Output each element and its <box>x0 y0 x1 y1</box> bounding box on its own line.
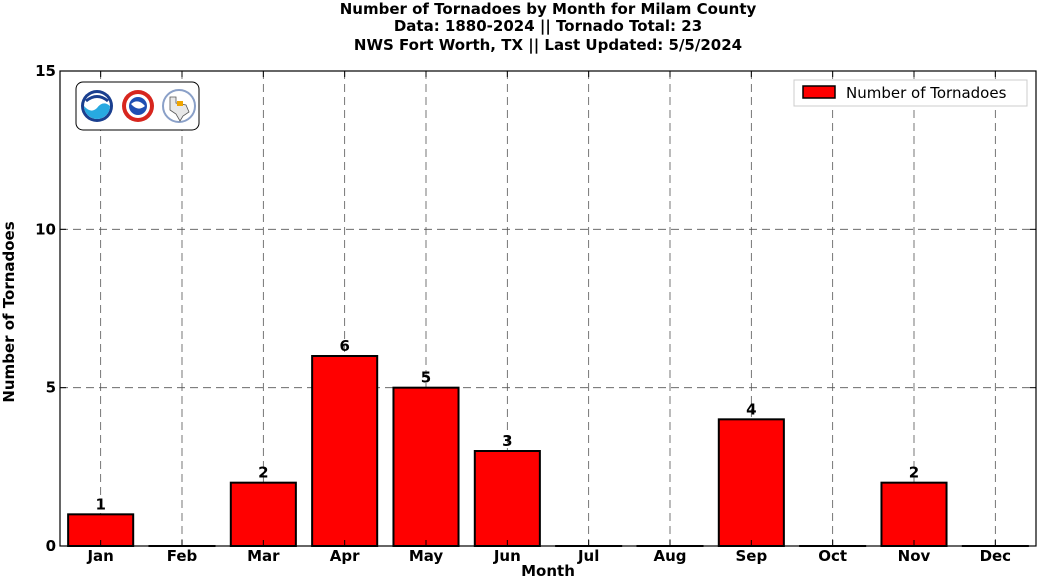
data-label-jan: 1 <box>95 495 105 513</box>
data-label-apr: 6 <box>339 337 349 355</box>
x-tick-label-oct: Oct <box>818 547 847 565</box>
x-tick-label-jun: Jun <box>493 547 521 565</box>
x-tick-label-dec: Dec <box>980 547 1012 565</box>
noaa-logo <box>81 90 113 122</box>
x-axis: Jan Feb Mar Apr May Jun Jul Aug Sep Oct Nov Dec <box>86 71 1011 565</box>
x-axis-label: Month <box>521 562 575 580</box>
grid-lines <box>60 71 1036 546</box>
data-label-sep: 4 <box>746 400 756 418</box>
legend-swatch <box>802 85 836 99</box>
bar-jun <box>473 450 541 547</box>
chart-title-line-1: Number of Tornadoes by Month for Milam C… <box>339 0 757 18</box>
x-tick-label-aug: Aug <box>653 547 686 565</box>
agency-logos <box>75 81 200 131</box>
data-labels: 1 2 6 5 3 4 2 <box>95 337 919 513</box>
nws-logo <box>122 90 154 122</box>
data-label-nov: 2 <box>909 464 919 482</box>
x-tick-label-jan: Jan <box>86 547 113 565</box>
legend: Number of Tornadoes <box>793 79 1028 107</box>
y-tick-label: 5 <box>46 379 56 397</box>
chart-title-line-2: Data: 1880-2024 || Tornado Total: 23 <box>393 17 703 35</box>
chart-title-line-3: NWS Fort Worth, TX || Last Updated: 5/5/… <box>353 36 743 54</box>
bar-nov <box>880 481 948 547</box>
bars <box>67 355 1029 548</box>
data-label-mar: 2 <box>258 464 268 482</box>
bar-may <box>392 386 460 547</box>
bar-apr <box>311 355 379 547</box>
x-tick-label-may: May <box>409 547 444 565</box>
x-tick-label-apr: Apr <box>330 547 360 565</box>
x-tick-label-mar: Mar <box>247 547 280 565</box>
x-tick-label-jul: Jul <box>577 547 599 565</box>
plot-frame <box>59 70 1037 547</box>
y-tick-label: 0 <box>46 537 56 555</box>
bar-mar <box>229 481 297 547</box>
y-tick-label: 15 <box>35 62 56 80</box>
x-tick-label-nov: Nov <box>898 547 931 565</box>
legend-label: Number of Tornadoes <box>846 84 1007 102</box>
x-tick-label-sep: Sep <box>735 547 767 565</box>
data-label-jun: 3 <box>502 432 512 450</box>
bar-sep <box>717 418 785 548</box>
texas-logo <box>162 89 196 123</box>
x-tick-label-feb: Feb <box>167 547 198 565</box>
y-tick-label: 10 <box>35 220 56 238</box>
data-label-may: 5 <box>421 369 431 387</box>
y-axis-label: Number of Tornadoes <box>0 221 18 402</box>
